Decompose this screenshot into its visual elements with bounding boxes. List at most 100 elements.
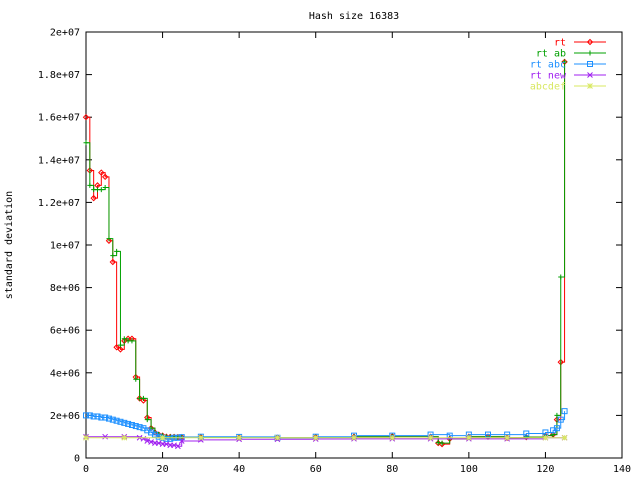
data-point-plus <box>554 412 560 418</box>
data-point-plus <box>562 59 568 65</box>
data-point-cross <box>587 72 593 78</box>
data-point-cross <box>140 435 147 442</box>
y-axis-label: standard deviation <box>4 191 15 299</box>
axis-ticks: 0 20 40 60 80 100 120 140 0 2e+06 4e+06 6e+06 8e+06 1… <box>38 28 631 476</box>
data-point-star <box>504 434 510 441</box>
data-point-square <box>136 424 143 431</box>
x-tick-label: 120 <box>536 464 554 475</box>
data-point-star <box>427 434 434 441</box>
y-tick-label: 2e+07 <box>50 28 80 39</box>
data-point-square <box>113 417 120 424</box>
y-tick-label: 8e+06 <box>50 283 80 294</box>
y-tick-label: 4e+06 <box>50 368 80 379</box>
data-point-star <box>198 434 204 441</box>
data-point-square <box>105 415 112 422</box>
data-point-square <box>83 412 89 419</box>
data-point-star <box>542 434 549 441</box>
data-point-diamond <box>586 38 594 46</box>
legend-label: rt new <box>530 71 567 82</box>
data-point-plus <box>106 236 112 242</box>
data-point-cross <box>178 438 185 444</box>
data-point-plus <box>121 336 127 342</box>
series-1 <box>83 59 568 446</box>
data-point-plus <box>110 253 116 259</box>
data-point-square <box>98 414 105 421</box>
data-point-square <box>125 420 132 427</box>
data-point-diamond <box>101 173 109 181</box>
data-point-square <box>523 430 530 437</box>
data-point-plus <box>87 182 93 188</box>
data-point-plus <box>140 395 146 401</box>
data-point-square <box>102 414 109 421</box>
series-4 <box>83 434 568 441</box>
data-point-square <box>542 429 549 436</box>
data-point-diamond <box>105 237 113 244</box>
x-tick-label: 140 <box>613 464 631 475</box>
data-point-star <box>561 434 568 441</box>
data-point-square <box>587 61 593 67</box>
data-point-diamond <box>90 194 97 202</box>
data-point-plus <box>114 248 120 254</box>
legend-label: rt abc <box>530 60 566 71</box>
x-tick-label: 60 <box>310 464 322 475</box>
chart-title: Hash size 16383 <box>309 11 399 22</box>
data-point-cross <box>102 433 108 440</box>
data-point-square <box>128 421 135 428</box>
x-tick-label: 40 <box>233 464 245 475</box>
data-point-square <box>553 425 560 432</box>
legend-label: abcdef <box>530 82 566 93</box>
y-tick-label: 1.8e+07 <box>38 70 80 81</box>
y-tick-label: 1e+07 <box>50 241 80 252</box>
data-point-star <box>351 434 357 441</box>
data-point-diamond <box>98 169 105 176</box>
data-point-star <box>83 434 89 441</box>
y-tick-label: 2e+06 <box>50 411 80 422</box>
data-point-diamond <box>113 344 120 351</box>
data-point-star <box>587 83 593 89</box>
data-point-star <box>121 434 128 441</box>
data-point-plus <box>83 140 89 146</box>
legend-label: rt ab <box>536 49 566 60</box>
data-point-square <box>485 431 491 438</box>
x-tick-label: 100 <box>460 464 478 475</box>
data-point-star <box>236 434 242 441</box>
data-point-plus <box>98 187 104 193</box>
series-lines <box>82 58 568 450</box>
data-point-star <box>389 434 396 441</box>
y-tick-label: 1.6e+07 <box>38 113 80 124</box>
x-tick-label: 20 <box>157 464 169 475</box>
data-point-plus <box>558 274 564 280</box>
data-point-diamond <box>82 113 90 121</box>
data-point-plus <box>117 342 123 348</box>
y-tick-label: 0 <box>74 454 80 465</box>
data-point-diamond <box>109 258 117 266</box>
x-tick-label: 80 <box>386 464 398 475</box>
plot-frame <box>85 31 623 459</box>
data-point-plus <box>439 440 445 446</box>
data-point-star <box>159 434 166 441</box>
data-point-square <box>561 408 568 415</box>
data-point-plus <box>129 338 135 344</box>
data-point-star <box>274 434 281 441</box>
y-tick-label: 6e+06 <box>50 326 80 337</box>
data-point-square <box>94 413 101 420</box>
data-point-star <box>312 434 319 441</box>
data-point-square <box>178 434 185 441</box>
y-tick-label: 1.2e+07 <box>38 198 80 209</box>
series-2 <box>83 408 568 442</box>
data-point-square <box>167 435 174 442</box>
data-point-square <box>109 416 116 423</box>
data-point-square <box>121 419 128 426</box>
data-point-plus <box>144 417 150 423</box>
data-point-diamond <box>140 397 147 404</box>
series-line <box>86 61 566 444</box>
data-point-star <box>466 434 472 441</box>
data-point-cross <box>175 443 181 450</box>
data-point-plus <box>587 50 593 56</box>
data-point-plus <box>102 184 108 190</box>
y-tick-label: 1.4e+07 <box>38 155 80 166</box>
data-point-diamond <box>117 346 124 353</box>
